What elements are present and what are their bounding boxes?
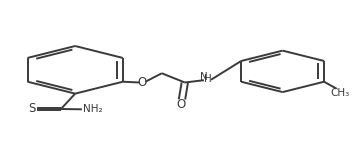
Text: O: O: [177, 98, 186, 111]
Text: H: H: [204, 74, 211, 84]
Text: NH₂: NH₂: [83, 104, 103, 114]
Text: S: S: [28, 102, 35, 115]
Text: N: N: [200, 72, 208, 82]
Text: O: O: [138, 76, 147, 89]
Text: CH₃: CH₃: [330, 88, 350, 98]
